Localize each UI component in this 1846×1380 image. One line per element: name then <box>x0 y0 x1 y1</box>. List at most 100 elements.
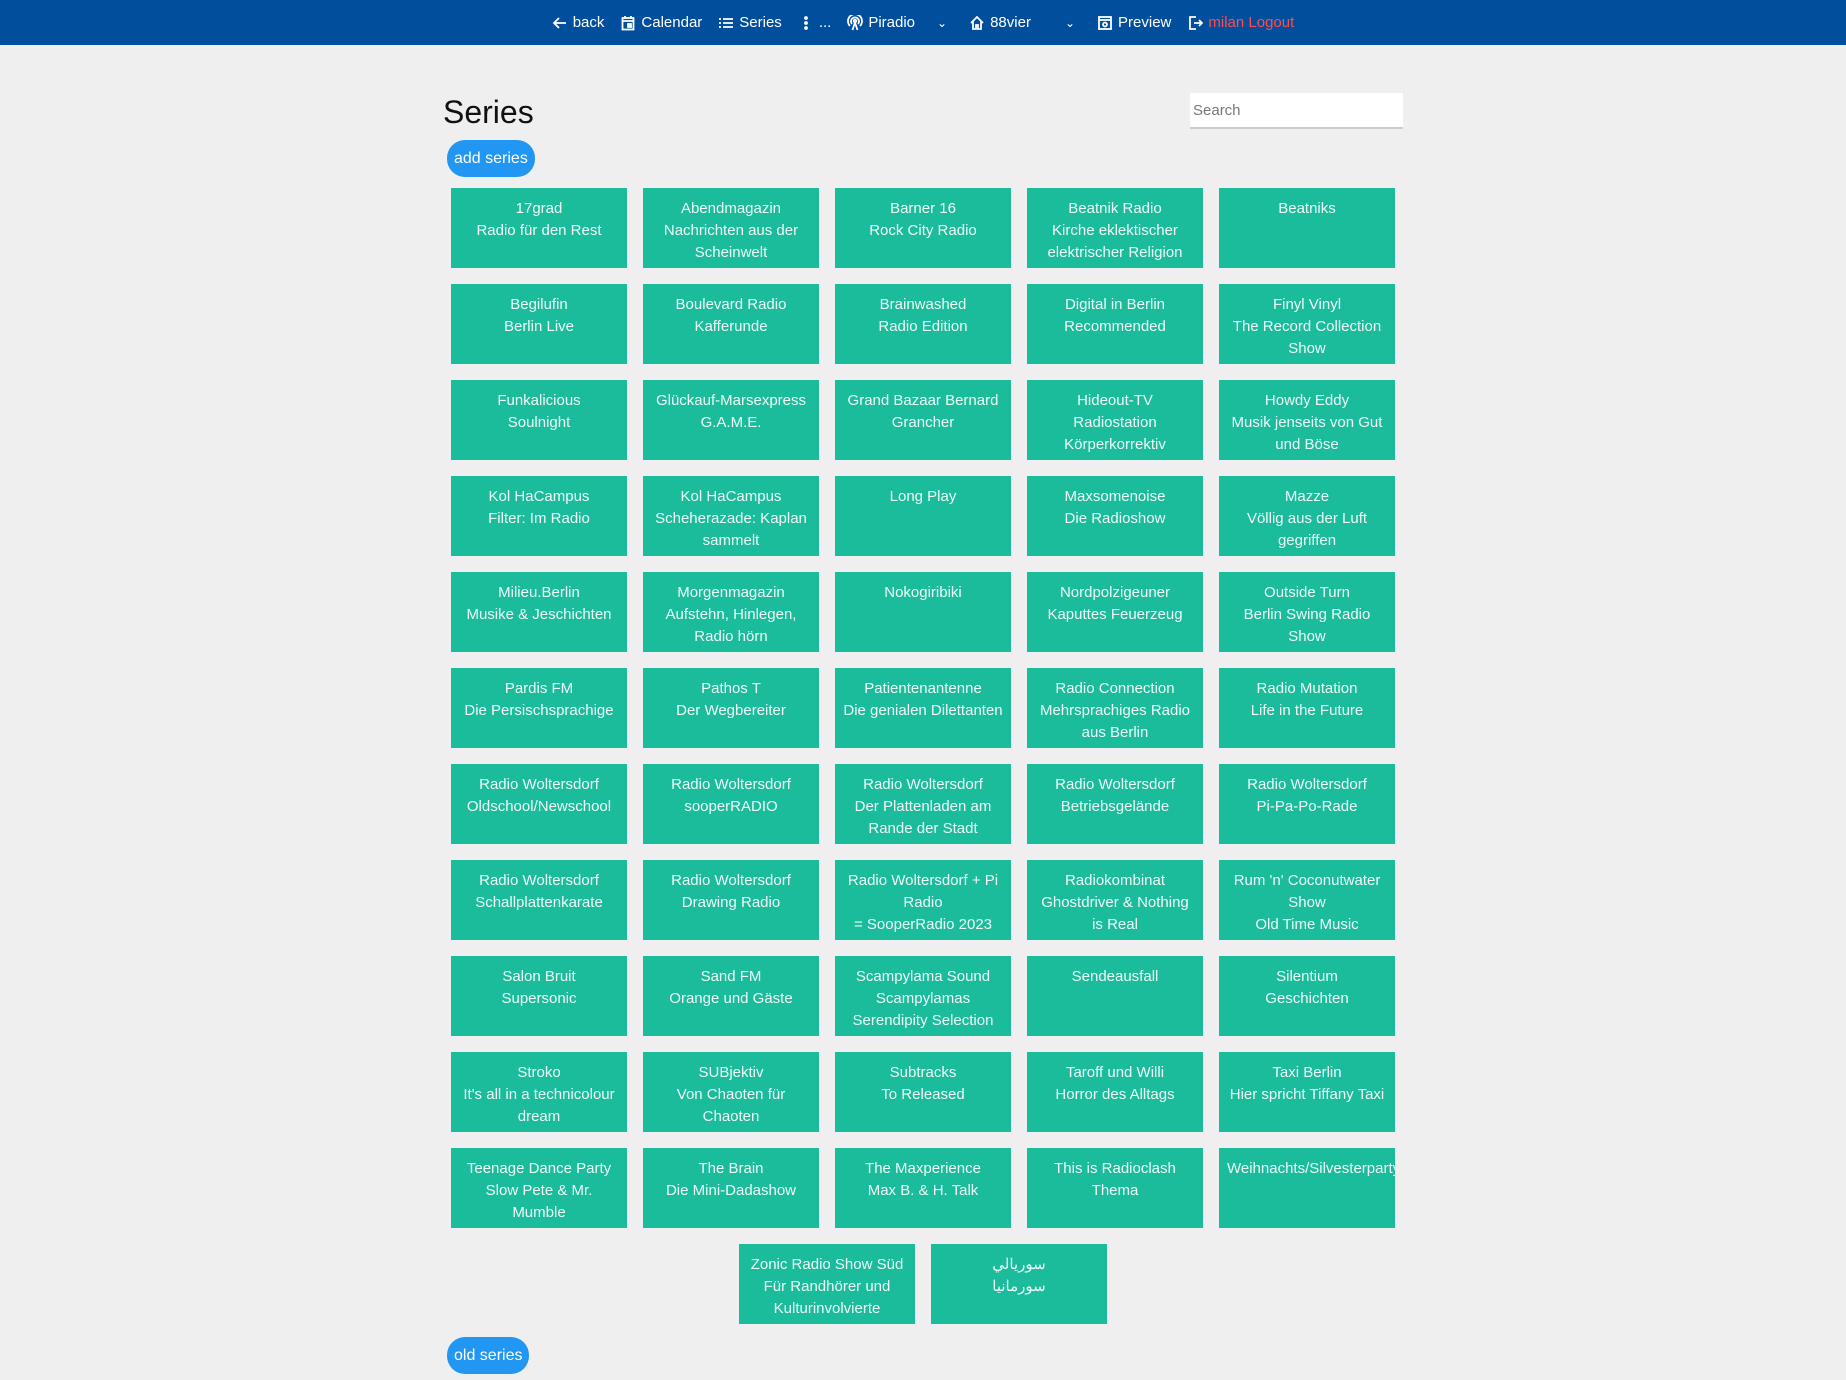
series-tile[interactable]: Brainwashed Radio Edition <box>835 284 1011 364</box>
series-tile[interactable]: Sendeausfall <box>1027 956 1203 1036</box>
series-subtitle: Show <box>1288 628 1326 645</box>
series-subtitle: Nachrichten aus der <box>663 222 799 239</box>
series-tile[interactable]: Radio Woltersdorf + Pi Radio = SooperRadio… <box>835 860 1011 940</box>
calendar-link[interactable]: Calendar <box>620 14 702 31</box>
series-name: Maxsomenoise <box>1064 488 1166 505</box>
old-series-button[interactable]: old series <box>447 1337 530 1374</box>
antenna-icon <box>847 14 864 30</box>
series-subtitle: Drawing Radio <box>681 894 781 911</box>
series-tile[interactable]: Kol HaCampus Filter: Im Radio <box>451 476 627 556</box>
series-tile[interactable]: Radio Mutation Life in the Future <box>1219 668 1395 748</box>
series-name: Radio Woltersdorf <box>1247 776 1367 793</box>
series-subtitle: Völlig aus der Luft <box>1246 510 1368 527</box>
series-name: SUBjektiv <box>698 1064 764 1081</box>
series-tile[interactable]: Mazze Völlig aus der Luft gegriffen <box>1219 476 1395 556</box>
series-subtitle: Betriebsgelände <box>1060 798 1170 815</box>
series-tile[interactable]: Digital in Berlin Recommended <box>1027 284 1203 364</box>
series-tile[interactable]: Beatniks <box>1219 188 1395 268</box>
series-tile[interactable]: Funkalicious Soulnight <box>451 380 627 460</box>
series-tile[interactable]: Stroko It's all in a technicolour dream <box>451 1052 627 1132</box>
add-series-button[interactable]: add series <box>447 140 535 177</box>
series-name: Taroff und Willi <box>1065 1064 1165 1081</box>
series-tile[interactable]: Long Play <box>835 476 1011 556</box>
series-subtitle: Radio <box>903 894 943 911</box>
series-subtitle: To Released <box>881 1086 965 1103</box>
series-subtitle: Mehrsprachiges Radio <box>1039 702 1191 719</box>
series-tile[interactable]: Radio Woltersdorf Der Plattenladen am Rand… <box>835 764 1011 844</box>
series-tile[interactable]: Milieu.Berlin Musike & Jeschichten <box>451 572 627 652</box>
series-tile[interactable]: Glückauf-Marsexpress G.A.M.E. <box>643 380 819 460</box>
series-name: Beatniks <box>1278 200 1336 217</box>
series-tile[interactable]: Silentium Geschichten <box>1219 956 1395 1036</box>
series-tile[interactable]: Teenage Dance Party Slow Pete & Mr. Mumble <box>451 1148 627 1228</box>
series-tile[interactable]: Radio Woltersdorf Schallplattenkarate <box>451 860 627 940</box>
series-subtitle: Chaoten <box>702 1108 760 1125</box>
series-tile[interactable]: Sand FM Orange und Gäste <box>643 956 819 1036</box>
series-tile[interactable]: Radio Woltersdorf Betriebsgelände <box>1027 764 1203 844</box>
calendar-icon <box>622 15 635 30</box>
series-tile[interactable]: Beatnik Radio Kirche eklektischer elektris… <box>1027 188 1203 268</box>
series-tile[interactable]: Zonic Radio Show Süd Für Randhörer und Kul… <box>739 1244 915 1324</box>
series-tile[interactable]: Finyl Vinyl The Record Collection Show <box>1219 284 1395 364</box>
series-tile[interactable]: Radio Woltersdorf Pi-Pa-Po-Rade <box>1219 764 1395 844</box>
series-subtitle: G.A.M.E. <box>700 414 762 431</box>
series-tile[interactable]: Grand Bazaar Bernard Grancher <box>835 380 1011 460</box>
series-tile[interactable]: Weihnachts/Silvesterparty <box>1219 1148 1395 1228</box>
series-tile[interactable]: Pardis FM Die Persischsprachige <box>451 668 627 748</box>
preview-link[interactable]: Preview <box>1097 14 1171 31</box>
series-tile[interactable]: Subtracks To Released <box>835 1052 1011 1132</box>
series-tile[interactable]: Morgenmagazin Aufstehn, Hinlegen, Radio hö… <box>643 572 819 652</box>
series-tile[interactable]: Radio Woltersdorf sooperRADIO <box>643 764 819 844</box>
series-tile[interactable]: Kol HaCampus Scheherazade: Kaplan sammelt <box>643 476 819 556</box>
series-tile[interactable]: Salon Bruit Supersonic <box>451 956 627 1036</box>
series-tile[interactable]: Maxsomenoise Die Radioshow <box>1027 476 1203 556</box>
series-name: The Brain <box>698 1160 764 1177</box>
series-tile[interactable]: Abendmagazin Nachrichten aus der Scheinwel… <box>643 188 819 268</box>
series-tile[interactable]: 17grad Radio für den Rest <box>451 188 627 268</box>
series-name: Hideout-TV <box>1077 392 1153 409</box>
back-link[interactable]: back <box>552 14 605 31</box>
series-tile[interactable]: Taroff und Willi Horror des Alltags <box>1027 1052 1203 1132</box>
series-subtitle: Oldschool/Newschool <box>466 798 612 815</box>
series-subtitle: sammelt <box>702 532 760 549</box>
series-tile[interactable]: Radiokombinat Ghostdriver & Nothing is Rea… <box>1027 860 1203 940</box>
more-menu[interactable]: ... <box>798 14 831 31</box>
logout-link[interactable]: milan Logout <box>1187 14 1294 31</box>
series-subtitle: = SooperRadio 2023 <box>853 916 993 933</box>
series-tile[interactable]: Hideout-TV Radiostation Körperkorrektiv <box>1027 380 1203 460</box>
series-tile[interactable]: Radio Connection Mehrsprachiges Radio aus … <box>1027 668 1203 748</box>
series-tile[interactable]: Pathos T Der Wegbereiter <box>643 668 819 748</box>
series-tile[interactable]: Begilufin Berlin Live <box>451 284 627 364</box>
series-tile[interactable]: Boulevard Radio Kafferunde <box>643 284 819 364</box>
program-select[interactable]: 88vier ⌄ <box>969 14 1081 31</box>
series-tile[interactable]: Patientenantenne Die genialen Dilettanten <box>835 668 1011 748</box>
series-subtitle: Kaputtes Feuerzeug <box>1047 606 1183 623</box>
series-tile[interactable]: This is Radioclash Thema <box>1027 1148 1203 1228</box>
series-tile[interactable]: The Maxperience Max B. & H. Talk <box>835 1148 1011 1228</box>
home-icon <box>970 15 984 30</box>
series-name: Radio Connection <box>1055 680 1175 697</box>
series-tile[interactable]: Taxi Berlin Hier spricht Tiffany Taxi <box>1219 1052 1395 1132</box>
back-label: back <box>572 14 605 31</box>
calendar-label: Calendar <box>641 14 703 31</box>
series-tile[interactable]: The Brain Die Mini-Dadashow <box>643 1148 819 1228</box>
series-tile[interactable]: Howdy Eddy Musik jenseits von Gut und Böse <box>1219 380 1395 460</box>
series-tile[interactable]: Nordpolzigeuner Kaputtes Feuerzeug <box>1027 572 1203 652</box>
series-tile[interactable]: Radio Woltersdorf Drawing Radio <box>643 860 819 940</box>
series-tile[interactable]: Nokogiribiki <box>835 572 1011 652</box>
series-subtitle: Musike & Jeschichten <box>466 606 612 623</box>
series-name: Patientenantenne <box>864 680 982 697</box>
series-tile[interactable]: Radio Woltersdorf Oldschool/Newschool <box>451 764 627 844</box>
search-input[interactable] <box>1190 93 1403 129</box>
series-link[interactable]: Series <box>718 14 782 31</box>
series-name: Funkalicious <box>497 392 581 409</box>
series-tile[interactable]: Barner 16 Rock City Radio <box>835 188 1011 268</box>
chevron-down-icon: ⌄ <box>1064 15 1076 30</box>
series-tile[interactable]: سوريالي سورمانيا <box>931 1244 1107 1324</box>
station-select[interactable]: Piradio ⌄ <box>847 14 953 31</box>
series-name: Salon Bruit <box>502 968 576 985</box>
series-tile[interactable]: SUBjektiv Von Chaoten für Chaoten <box>643 1052 819 1132</box>
series-tile[interactable]: Rum 'n' Coconutwater Show Old Time Music <box>1219 860 1395 940</box>
series-tile[interactable]: Scampylama Sound Scampylamas Serendipity S… <box>835 956 1011 1036</box>
series-tile[interactable]: Outside Turn Berlin Swing Radio Show <box>1219 572 1395 652</box>
